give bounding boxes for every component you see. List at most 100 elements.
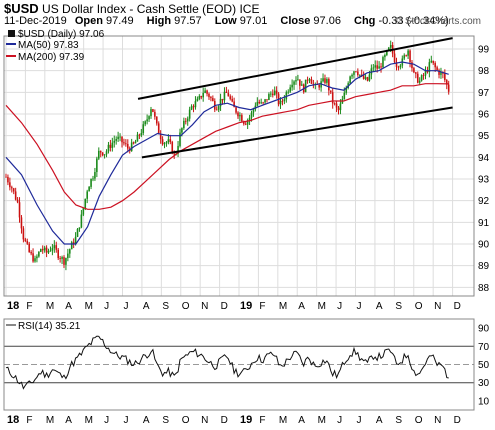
price-candle-body	[345, 88, 348, 93]
price-candle-body	[76, 228, 79, 237]
rsi-x-tick-label: N	[201, 415, 208, 426]
price-candle-body	[10, 187, 13, 189]
price-candle-body	[416, 73, 419, 83]
price-candle-body	[289, 87, 291, 92]
price-candle-body	[329, 90, 332, 93]
price-candle-body	[386, 50, 388, 55]
price-candle-body	[235, 107, 237, 113]
price-candle-body	[376, 65, 378, 69]
exchange: ICE	[239, 2, 260, 16]
price-candle-body	[260, 102, 262, 104]
price-candle-body	[202, 92, 204, 98]
price-candle-body	[246, 120, 249, 125]
price-candle-body	[358, 74, 361, 76]
rsi-x-tick-label: S	[162, 415, 169, 426]
price-candle-body	[67, 253, 69, 259]
copyright: © StockCharts.com	[394, 16, 481, 27]
price-candle-body	[184, 120, 187, 122]
price-candle-body	[397, 66, 400, 68]
price-candle-body	[84, 198, 87, 209]
price-candle-body	[34, 258, 36, 262]
price-candle-body	[403, 55, 406, 59]
price-x-tick-label: F	[26, 301, 32, 312]
price-candle-body	[413, 68, 415, 73]
price-candle-body	[177, 145, 179, 154]
rsi-x-tick-label: 18	[7, 414, 19, 426]
price-candle-body	[252, 109, 255, 113]
price-x-tick-label: 18	[7, 300, 19, 312]
price-candle-body	[370, 68, 373, 75]
channel-trendline	[137, 37, 453, 100]
price-candle-body	[409, 50, 411, 63]
price-candle-body	[140, 133, 143, 136]
price-marks	[5, 37, 453, 271]
price-candle-body	[121, 136, 123, 143]
price-candle-body	[304, 79, 307, 93]
price-candle-body	[70, 242, 73, 250]
price-candle-body	[445, 80, 448, 85]
price-candle-body	[444, 73, 446, 81]
price-candle-body	[273, 90, 276, 96]
price-candle-body	[306, 79, 309, 81]
price-candle-body	[372, 67, 375, 69]
price-candle-body	[237, 112, 239, 117]
price-candle-body	[339, 103, 342, 111]
price-x-tick-label: M	[279, 301, 287, 312]
price-candle-body	[134, 141, 137, 144]
price-x-axis: 18 F M A M J J A S O N D 19 F M A M J J A S O N D	[7, 300, 461, 312]
price-candle-body	[364, 77, 367, 79]
price-candle-body	[57, 249, 59, 259]
rsi-x-tick-label: D	[221, 415, 228, 426]
price-candle-body	[275, 90, 278, 94]
rsi-x-tick-label: A	[376, 415, 383, 426]
rsi-x-tick-label: A	[65, 415, 72, 426]
price-candle-body	[384, 54, 386, 58]
price-x-tick-label: J	[337, 301, 342, 312]
price-candle-body	[74, 236, 77, 245]
price-candle-body	[68, 249, 71, 254]
price-candle-body	[92, 178, 94, 180]
price-candle-body	[194, 101, 197, 108]
price-x-tick-label: N	[434, 301, 441, 312]
close-value: 97.06	[313, 15, 341, 27]
price-candle-body	[90, 178, 92, 187]
rsi-y-tick-label: 30	[478, 378, 490, 389]
price-candle-body	[190, 106, 193, 110]
price-candle-body	[432, 60, 435, 64]
price-candle-body	[248, 117, 251, 121]
price-candle-body	[179, 132, 181, 146]
price-x-tick-label: S	[162, 301, 169, 312]
rsi-x-tick-label: O	[415, 415, 423, 426]
rsi-y-tick-label: 90	[478, 324, 490, 335]
price-x-tick-label: A	[298, 301, 305, 312]
price-candle-body	[227, 92, 230, 97]
price-candle-body	[18, 202, 21, 218]
price-candle-body	[111, 142, 114, 148]
price-x-tick-label: S	[395, 301, 402, 312]
price-candle-body	[119, 136, 121, 138]
price-candle-body	[256, 101, 259, 106]
price-y-axis: 88 89 90 91 92 93 94 95 96 97 98 99	[478, 45, 490, 294]
price-grid	[4, 36, 474, 296]
price-candle-body	[242, 121, 245, 124]
open-value: 97.49	[106, 15, 134, 27]
rsi-x-tick-label: A	[143, 415, 150, 426]
price-x-tick-label: 19	[240, 300, 252, 312]
price-candle-body	[233, 101, 235, 108]
price-candle-body	[283, 99, 286, 102]
price-candle-body	[32, 253, 34, 262]
price-candle-body	[148, 116, 150, 120]
rsi-x-tick-label: J	[337, 415, 342, 426]
legend-ma200: MA(200) 97.39	[18, 52, 85, 63]
price-candle-body	[244, 123, 247, 125]
price-candle-body	[59, 258, 61, 259]
price-candle-body	[16, 199, 19, 203]
price-candle-body	[49, 250, 52, 252]
price-candle-body	[43, 247, 46, 251]
price-candle-body	[142, 124, 145, 134]
price-candle-body	[215, 109, 218, 111]
price-candle-body	[258, 101, 261, 104]
price-candle-body	[440, 71, 442, 75]
price-candle-body	[287, 91, 290, 93]
price-candle-body	[173, 153, 175, 155]
